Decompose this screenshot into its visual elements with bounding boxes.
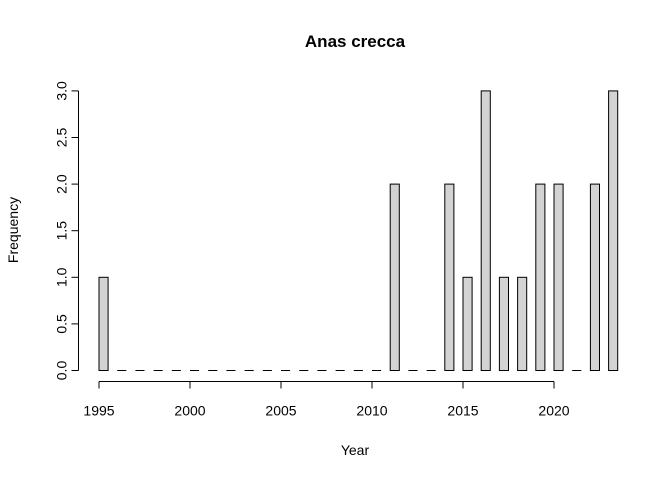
x-tick-label-1995: 1995 bbox=[83, 403, 114, 419]
bar-2020 bbox=[553, 183, 564, 371]
chart-title: Anas crecca bbox=[305, 32, 406, 51]
y-tick-label-2.5: 2.5 bbox=[54, 128, 70, 148]
x-tick-label-2000: 2000 bbox=[174, 403, 205, 419]
bar-1995 bbox=[98, 276, 109, 371]
y-tick-label-2.0: 2.0 bbox=[54, 174, 70, 194]
bar-2016 bbox=[480, 90, 491, 372]
y-tick-label-0.5: 0.5 bbox=[54, 314, 70, 334]
y-axis: 0.0 0.5 1.0 1.5 2.0 2.5 3.0 bbox=[54, 81, 79, 380]
x-axis-label: Year bbox=[341, 442, 370, 458]
bar-2023 bbox=[608, 90, 619, 372]
bar-2017 bbox=[498, 276, 509, 371]
y-tick-label-3.0: 3.0 bbox=[54, 81, 70, 101]
x-axis: 1995 2000 2005 2010 2015 2020 bbox=[83, 381, 570, 419]
bar-2018 bbox=[517, 276, 528, 371]
y-tick-label-1.0: 1.0 bbox=[54, 267, 70, 287]
bar-2011 bbox=[389, 183, 400, 371]
x-tick-label-2020: 2020 bbox=[538, 403, 569, 419]
y-tick-label-1.5: 1.5 bbox=[54, 221, 70, 241]
bar-2019 bbox=[535, 183, 546, 371]
bar-2022 bbox=[589, 183, 601, 371]
bars-group bbox=[98, 90, 619, 372]
x-tick-label-2005: 2005 bbox=[265, 403, 296, 419]
y-axis-label: Frequency bbox=[5, 197, 21, 263]
x-tick-label-2015: 2015 bbox=[447, 403, 478, 419]
bar-2015 bbox=[462, 276, 473, 371]
x-tick-label-2010: 2010 bbox=[356, 403, 387, 419]
y-tick-label-0.0: 0.0 bbox=[54, 361, 70, 381]
bar-2014 bbox=[444, 183, 455, 371]
